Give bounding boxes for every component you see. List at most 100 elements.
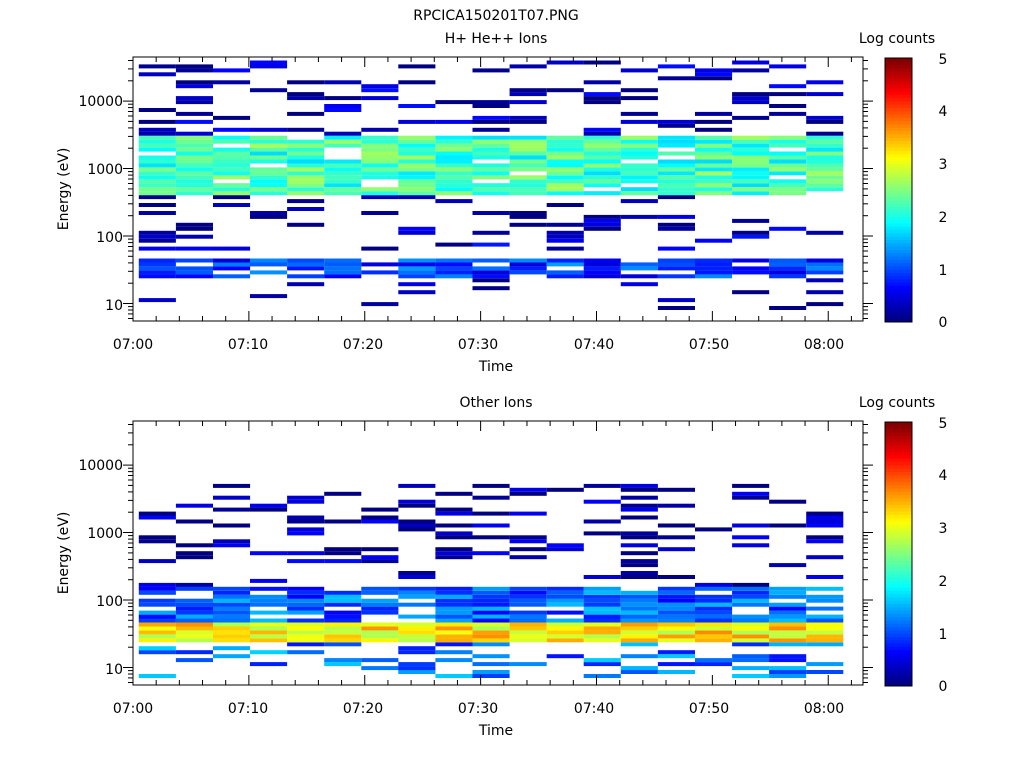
heatmap-cell	[435, 523, 473, 528]
colorbar-tick-labels: 0 1 2 3 4 5	[939, 52, 948, 331]
x-tick-label: 07:00	[113, 337, 153, 353]
heatmap-cell	[361, 171, 399, 176]
heatmap-cell	[620, 626, 658, 631]
heatmap-cell	[620, 155, 658, 160]
heatmap-cell	[769, 163, 807, 168]
heatmap-cell	[213, 155, 251, 160]
heatmap-cell	[435, 618, 473, 623]
colorbar-segment	[885, 570, 912, 575]
heatmap-cell	[287, 495, 325, 500]
heatmap-cell	[732, 179, 770, 184]
heatmap-cell	[732, 590, 770, 595]
colorbar-segment	[885, 305, 912, 310]
heatmap-cell	[732, 143, 770, 148]
heatmap-cell	[324, 159, 362, 164]
heatmap-cell	[324, 662, 362, 667]
y-axis-label: Energy (eV)	[56, 148, 72, 231]
heatmap-cell	[324, 638, 362, 643]
heatmap-cell	[732, 183, 770, 188]
x-tick-label: 07:50	[689, 701, 729, 717]
heatmap-cell	[398, 171, 436, 176]
heatmap-cell	[138, 274, 176, 279]
heatmap-cell	[769, 523, 807, 528]
heatmap-cell	[213, 127, 251, 132]
heatmap-cell	[361, 606, 399, 611]
heatmap-cell	[324, 270, 362, 275]
heatmap-cell	[806, 151, 844, 156]
heatmap-cell	[435, 155, 473, 160]
heatmap-cell	[287, 266, 325, 271]
heatmap-cell	[732, 147, 770, 152]
colorbar-segment	[885, 298, 912, 303]
heatmap-cell	[398, 282, 436, 287]
heatmap-cell	[138, 191, 176, 196]
heatmap-cell	[695, 151, 733, 156]
heatmap-cell	[213, 266, 251, 271]
heatmap-cell	[175, 503, 213, 508]
heatmap-cell	[175, 246, 213, 251]
heatmap-cell	[398, 590, 436, 595]
heatmap-cell	[213, 139, 251, 144]
colorbar-segment	[885, 81, 912, 85]
heatmap-cell	[287, 151, 325, 156]
heatmap-cell	[546, 163, 584, 168]
heatmap-cell	[769, 187, 807, 192]
heatmap-cell	[435, 135, 473, 140]
heatmap-cell	[732, 495, 770, 500]
heatmap-cell	[657, 590, 695, 595]
heatmap-cell	[620, 262, 658, 267]
heatmap-cell	[583, 610, 621, 615]
heatmap-cell	[769, 658, 807, 663]
heatmap-cell	[287, 626, 325, 631]
heatmap-cell	[732, 535, 770, 540]
heatmap-cell	[657, 606, 695, 611]
heatmap-cell	[583, 499, 621, 504]
colorbar-segment	[885, 504, 912, 509]
x-tick-label: 07:20	[343, 701, 383, 717]
heatmap-cell	[361, 638, 399, 643]
heatmap-cell	[657, 662, 695, 667]
heatmap-cell	[472, 610, 510, 615]
heatmap-cell	[398, 290, 436, 295]
heatmap-cell	[138, 266, 176, 271]
heatmap-cell	[732, 139, 770, 144]
heatmap-cell	[732, 658, 770, 663]
heatmap-cell	[138, 535, 176, 540]
colorbar-segment	[885, 269, 912, 273]
heatmap-cell	[695, 175, 733, 180]
heatmap-cell	[435, 650, 473, 655]
colorbar-segment	[885, 428, 912, 433]
heatmap-cell	[657, 135, 695, 140]
heatmap-cell	[398, 159, 436, 164]
heatmap-cell	[250, 294, 288, 299]
heatmap-cell	[657, 670, 695, 674]
heatmap-cell	[472, 630, 510, 635]
y-tick-label: 100	[96, 594, 123, 610]
heatmap-cell	[546, 234, 584, 239]
heatmap-cell	[620, 614, 658, 619]
x-tick-label: 07:30	[458, 337, 498, 353]
heatmap-cell	[435, 511, 473, 516]
colorbar-segment	[885, 451, 912, 456]
heatmap-cell	[324, 491, 362, 496]
colorbar-segment	[885, 110, 912, 115]
heatmap-cell	[583, 139, 621, 144]
heatmap-cell	[583, 575, 621, 579]
x-tick-label: 07:10	[228, 701, 268, 717]
heatmap-cell	[361, 187, 399, 192]
heatmap-cell	[509, 638, 547, 643]
heatmap-cell	[657, 143, 695, 148]
heatmap-cell	[769, 104, 807, 108]
colorbar-segment	[885, 435, 912, 439]
colorbar-tick-label: 2	[939, 210, 948, 226]
heatmap-cell	[287, 96, 325, 101]
colorbar-segment	[885, 199, 912, 204]
heatmap-cell	[398, 187, 436, 192]
heatmap-cell	[287, 111, 325, 116]
heatmap-cell	[546, 135, 584, 140]
heatmap-cell	[695, 598, 733, 603]
heatmap-cell	[769, 642, 807, 647]
heatmap-cell	[435, 274, 473, 279]
heatmap-cell	[361, 555, 399, 560]
heatmap-cell	[695, 606, 733, 611]
